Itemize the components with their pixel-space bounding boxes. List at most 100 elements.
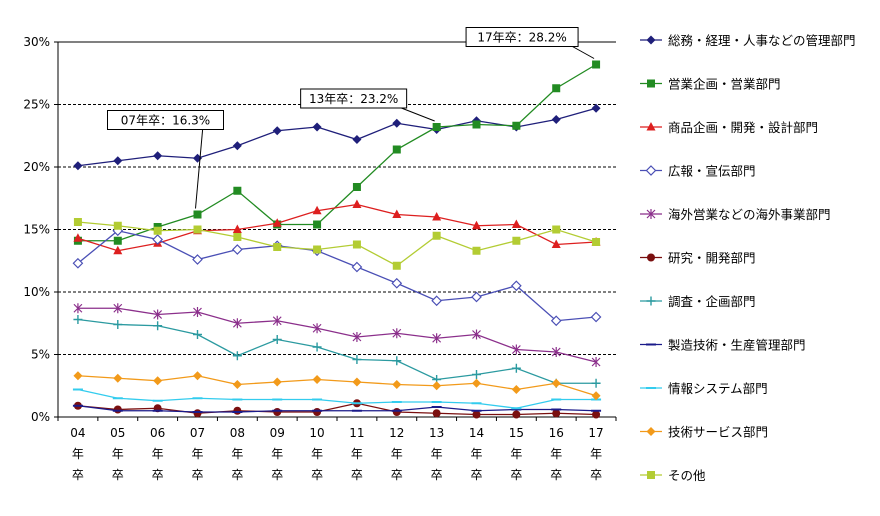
data-point xyxy=(511,385,521,394)
data-point xyxy=(313,220,322,229)
annotation-label: 07年卒：16.3% xyxy=(121,114,210,128)
data-point xyxy=(512,236,521,245)
data-point xyxy=(392,408,401,416)
svg-text:卒: 卒 xyxy=(590,468,602,482)
data-point xyxy=(472,220,481,230)
data-point xyxy=(73,371,83,381)
data-point xyxy=(432,381,442,391)
svg-text:卒: 卒 xyxy=(351,468,363,482)
data-point xyxy=(232,351,242,361)
svg-text:卒: 卒 xyxy=(311,468,323,482)
data-point xyxy=(352,199,362,208)
svg-text:卒: 卒 xyxy=(271,468,283,482)
data-point xyxy=(272,377,282,387)
x-tick-label: 13 年卒 xyxy=(429,426,444,482)
data-point xyxy=(193,225,202,234)
data-point xyxy=(312,342,322,352)
data-point xyxy=(313,408,322,416)
annotation-box xyxy=(300,88,408,109)
data-point xyxy=(273,243,282,251)
svg-text:16: 16 xyxy=(549,426,564,440)
data-point xyxy=(591,378,601,388)
data-point xyxy=(153,151,163,161)
series-group xyxy=(73,371,601,401)
svg-text:年: 年 xyxy=(470,447,482,461)
data-point xyxy=(392,118,402,128)
series-group xyxy=(73,60,601,245)
annotation-label: 13年卒：23.2% xyxy=(309,92,398,106)
y-tick-label: 25% xyxy=(23,98,50,112)
svg-text:卒: 卒 xyxy=(550,468,562,482)
x-tick-label: 11 年卒 xyxy=(349,426,364,482)
x-tick-label: 15 年卒 xyxy=(509,426,524,482)
data-point xyxy=(511,219,521,228)
data-point xyxy=(392,261,401,270)
series-group xyxy=(72,225,602,327)
svg-text:04: 04 xyxy=(70,426,85,440)
data-point xyxy=(232,244,243,255)
data-point xyxy=(352,135,362,144)
x-tick-label: 08 年卒 xyxy=(230,426,245,482)
series-line xyxy=(77,375,597,397)
legend-item: 研究・開発部門 xyxy=(640,251,756,266)
legend-item: 広報・宣伝部門 xyxy=(640,164,756,179)
legend-item: 総務・経理・人事などの管理部門 xyxy=(640,33,856,48)
data-point xyxy=(551,239,561,248)
data-point xyxy=(392,145,401,154)
data-point xyxy=(432,123,441,131)
data-point xyxy=(312,375,322,384)
annotation-leader xyxy=(401,107,435,122)
legend-label: 製造技術・生産管理部門 xyxy=(668,338,806,353)
data-point xyxy=(193,210,202,219)
svg-text:年: 年 xyxy=(72,447,84,461)
legend-label: 広報・宣伝部門 xyxy=(668,164,756,179)
svg-text:年: 年 xyxy=(191,447,203,461)
data-point xyxy=(552,225,561,234)
series-group xyxy=(73,303,601,367)
data-point xyxy=(352,377,362,387)
svg-text:05: 05 xyxy=(110,426,125,440)
data-point xyxy=(193,307,202,317)
data-point xyxy=(193,371,202,381)
data-point xyxy=(113,236,122,245)
svg-text:年: 年 xyxy=(550,447,562,461)
data-point xyxy=(511,344,521,355)
data-point xyxy=(232,380,242,389)
data-point xyxy=(73,233,83,242)
svg-text:12: 12 xyxy=(389,426,404,440)
svg-text:卒: 卒 xyxy=(391,468,403,482)
legend-label: 営業企画・営業部門 xyxy=(668,77,781,92)
series-group xyxy=(72,404,602,413)
svg-text:卒: 卒 xyxy=(191,468,203,482)
y-tick-label: 5% xyxy=(31,348,50,362)
data-point xyxy=(591,357,601,367)
data-point xyxy=(352,355,362,364)
legend-item: 調査・企画部門 xyxy=(640,294,756,309)
data-point xyxy=(391,277,403,289)
svg-text:09: 09 xyxy=(270,426,285,440)
data-point xyxy=(511,363,521,373)
data-point xyxy=(512,410,521,419)
svg-text:10: 10 xyxy=(309,426,324,440)
series-line xyxy=(77,388,597,409)
data-point xyxy=(153,226,162,235)
data-point xyxy=(232,141,242,151)
data-point xyxy=(551,115,561,124)
data-point xyxy=(432,231,441,240)
svg-text:卒: 卒 xyxy=(152,468,164,482)
data-point xyxy=(351,261,363,273)
svg-text:14: 14 xyxy=(469,426,484,440)
svg-text:13: 13 xyxy=(429,426,444,440)
svg-text:年: 年 xyxy=(431,447,443,461)
legend-item: 商品企画・開発・設計部門 xyxy=(640,120,818,135)
data-point xyxy=(113,373,123,383)
series-line xyxy=(77,63,597,242)
data-point xyxy=(272,126,282,136)
data-point xyxy=(352,332,362,342)
y-tick-label: 30% xyxy=(23,35,50,49)
legend-label: 技術サービス部門 xyxy=(668,425,768,440)
data-point xyxy=(233,406,242,415)
data-point xyxy=(73,161,83,171)
svg-text:年: 年 xyxy=(510,447,522,461)
